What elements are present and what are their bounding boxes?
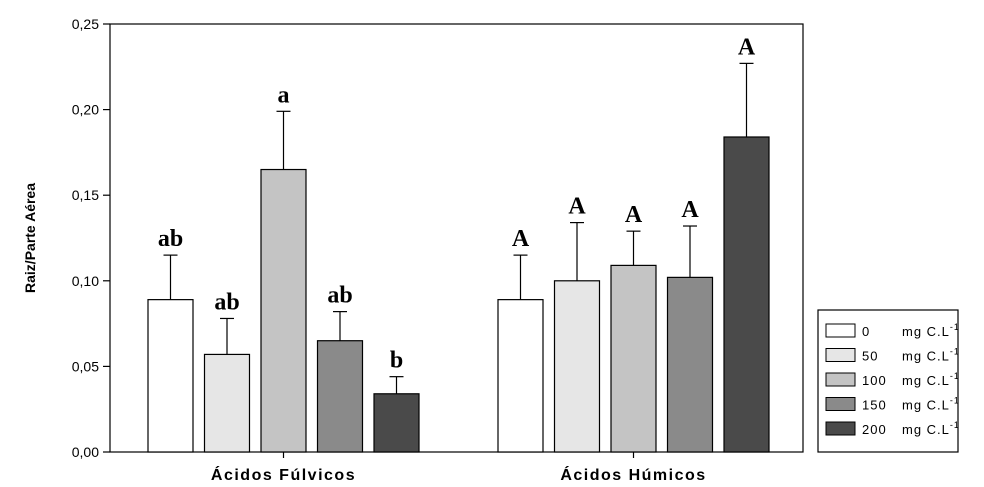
significance-letter: ab [158,226,183,252]
significance-letter: A [568,194,586,220]
bar [316,340,364,453]
y-axis: 0,00 0,05 0,10 0,15 0,20 0,25 [72,16,110,460]
significance-letter: A [512,226,530,252]
plot-frame [109,23,804,453]
bars-group: ab ab a ab b A A A A A [147,34,770,453]
legend-entry: 0 mg C.L-1 [862,322,960,339]
legend-swatch [825,397,856,411]
x-category-label: Ácidos Fúlvicos [211,465,356,484]
legend-entry: 100 mg C.L-1 [862,371,960,388]
significance-letter: A [738,34,756,60]
bar [610,264,657,453]
significance-letter: A [681,197,699,223]
y-tick-label: 0,05 [72,358,99,374]
bar [203,353,251,453]
legend-swatch [825,348,856,362]
y-tick-label: 0,10 [72,273,99,289]
y-tick-label: 0,15 [72,187,99,203]
y-tick-label: 0,20 [72,102,99,118]
x-axis: Ácidos Fúlvicos Ácidos Húmicos [211,452,706,484]
bar [147,299,194,453]
y-axis-label: Raiz/Parte Aérea [22,183,38,293]
bar [497,299,544,453]
legend: 0 mg C.L-1 50 mg C.L-1 100 mg C.L-1 150 mg C.L-… [817,309,960,453]
significance-letter: ab [327,283,352,309]
legend-swatch [825,323,856,338]
bar [373,393,420,453]
bar [260,168,307,453]
y-tick-label: 0,25 [72,16,99,32]
legend-entry: 200 mg C.L-1 [862,420,960,437]
y-tick-label: 0,00 [72,444,99,460]
legend-entry: 50 mg C.L-1 [862,347,960,364]
legend-entry: 150 mg C.L-1 [862,396,960,413]
bar [553,280,601,453]
legend-swatch [825,421,856,436]
bar [666,276,714,453]
legend-swatch [825,372,856,387]
significance-letter: A [625,202,643,228]
x-category-label: Ácidos Húmicos [560,465,706,484]
bar [723,136,770,453]
significance-letter: ab [214,289,239,315]
significance-letter: a [278,82,290,108]
significance-letter: b [390,348,403,374]
